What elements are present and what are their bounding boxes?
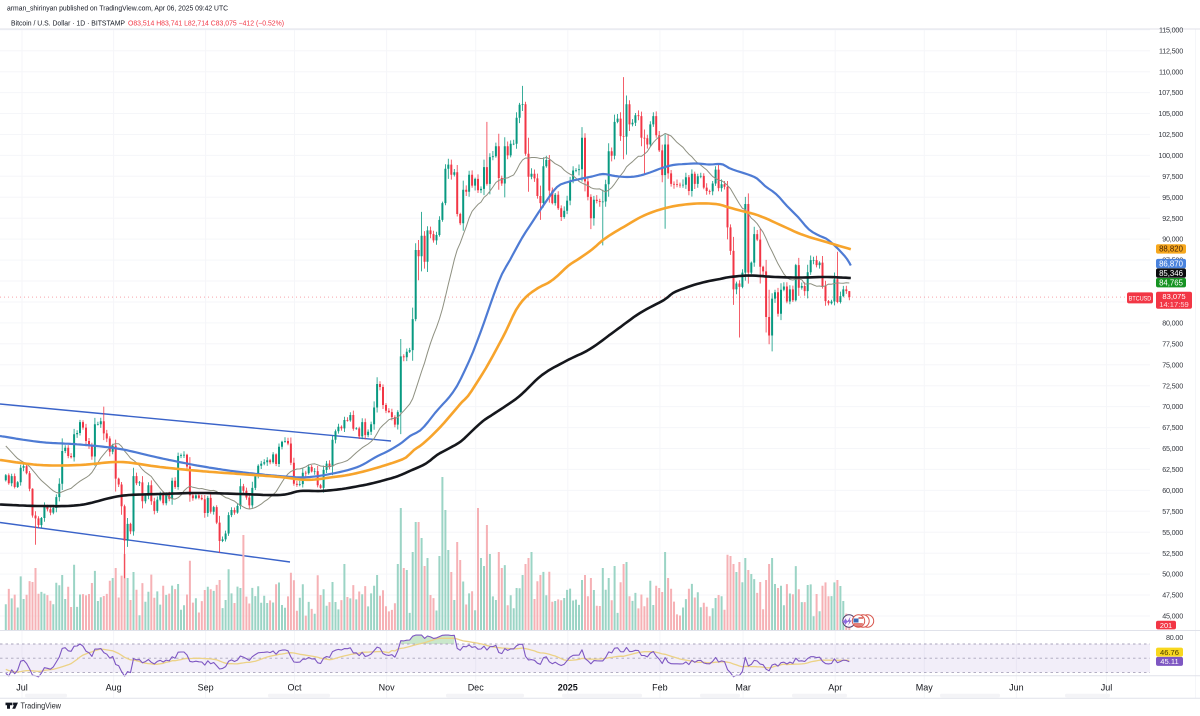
svg-text:45,000: 45,000 xyxy=(1162,612,1183,621)
svg-text:80.00: 80.00 xyxy=(1166,633,1183,642)
svg-text:Nov: Nov xyxy=(379,683,396,693)
svg-text:95,000: 95,000 xyxy=(1162,193,1183,202)
svg-text:201: 201 xyxy=(1160,621,1172,630)
svg-text:Dec: Dec xyxy=(468,683,485,693)
svg-text:70,000: 70,000 xyxy=(1162,402,1183,411)
svg-text:83,075: 83,075 xyxy=(1162,292,1185,301)
svg-text:75,000: 75,000 xyxy=(1162,360,1183,369)
svg-text:85,346: 85,346 xyxy=(1159,269,1183,278)
svg-text:May: May xyxy=(916,683,934,693)
svg-text:57,500: 57,500 xyxy=(1162,507,1183,516)
svg-text:46.76: 46.76 xyxy=(1160,648,1179,657)
svg-text:2025: 2025 xyxy=(558,683,578,693)
svg-text:102,500: 102,500 xyxy=(1158,130,1183,139)
svg-text:Jun: Jun xyxy=(1009,683,1024,693)
svg-text:52,500: 52,500 xyxy=(1162,549,1183,558)
svg-text:80,000: 80,000 xyxy=(1162,319,1183,328)
svg-text:Aug: Aug xyxy=(106,683,122,693)
svg-text:45.11: 45.11 xyxy=(1160,657,1178,666)
svg-text:47,500: 47,500 xyxy=(1162,591,1183,600)
svg-text:88,820: 88,820 xyxy=(1159,245,1184,254)
svg-text:Bitcoin / U.S. Dollar · 1D · B: Bitcoin / U.S. Dollar · 1D · BITSTAMP xyxy=(11,19,125,28)
svg-text:67,500: 67,500 xyxy=(1162,423,1183,432)
svg-text:O83,514 H83,741 L82,714 C83,07: O83,514 H83,741 L82,714 C83,075 −412 (−0… xyxy=(128,19,284,28)
svg-text:arman_shirinyan published on T: arman_shirinyan published on TradingView… xyxy=(7,6,228,13)
svg-text:90,000: 90,000 xyxy=(1162,235,1183,244)
svg-text:105,000: 105,000 xyxy=(1158,109,1183,118)
svg-text:Jul: Jul xyxy=(1101,683,1113,693)
svg-text:62,500: 62,500 xyxy=(1162,465,1183,474)
svg-text:Feb: Feb xyxy=(652,683,668,693)
svg-text:60,000: 60,000 xyxy=(1162,486,1183,495)
svg-text:84,765: 84,765 xyxy=(1159,279,1184,288)
svg-text:50,000: 50,000 xyxy=(1162,570,1183,579)
svg-text:55,000: 55,000 xyxy=(1162,528,1183,537)
svg-text:TradingView: TradingView xyxy=(21,701,62,710)
svg-text:65,000: 65,000 xyxy=(1162,444,1183,453)
svg-text:112,500: 112,500 xyxy=(1159,46,1183,55)
svg-text:107,500: 107,500 xyxy=(1158,88,1183,97)
svg-text:72,500: 72,500 xyxy=(1162,381,1183,390)
svg-text:Oct: Oct xyxy=(287,683,302,693)
svg-text:110,000: 110,000 xyxy=(1159,67,1183,76)
svg-text:97,500: 97,500 xyxy=(1162,172,1183,181)
svg-text:100,000: 100,000 xyxy=(1158,151,1183,160)
svg-text:Jul: Jul xyxy=(16,683,28,693)
svg-text:BTCUSD: BTCUSD xyxy=(1129,295,1152,302)
svg-text:77,500: 77,500 xyxy=(1162,339,1183,348)
svg-text:Sep: Sep xyxy=(198,683,214,693)
svg-text:115,000: 115,000 xyxy=(1159,25,1183,34)
svg-text:86,870: 86,870 xyxy=(1159,259,1184,268)
svg-text:Apr: Apr xyxy=(828,683,842,693)
svg-text:92,500: 92,500 xyxy=(1162,214,1183,223)
svg-text:14:17:59: 14:17:59 xyxy=(1159,300,1189,309)
svg-text:Mar: Mar xyxy=(735,683,751,693)
